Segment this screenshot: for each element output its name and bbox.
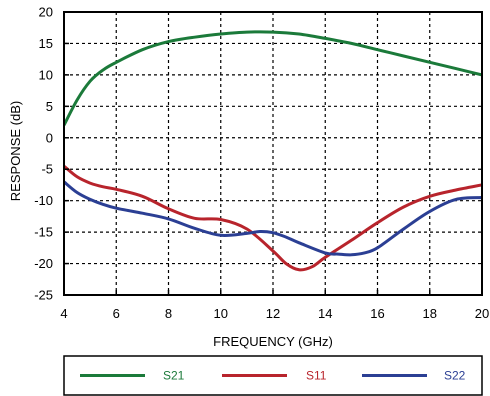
- y-tick-label: 15: [39, 36, 53, 51]
- y-tick-label: 0: [46, 130, 53, 145]
- x-tick-label: 12: [266, 306, 280, 321]
- x-tick-label: 18: [423, 306, 437, 321]
- y-axis-title: RESPONSE (dB): [8, 101, 23, 201]
- x-tick-label: 4: [60, 306, 67, 321]
- legend-label-s21: S21: [163, 369, 185, 383]
- plot-area: 4 6 8 10 12 14 16 18 20 20 15 10 5 0 -5 -10 -15 -20 -25: [34, 5, 489, 322]
- x-tick-label: 8: [165, 306, 172, 321]
- series-line-s11: [64, 164, 482, 272]
- y-tick-label: -10: [34, 193, 53, 208]
- legend: S21 S11 S22: [63, 355, 483, 396]
- y-tick-label: -15: [34, 225, 53, 240]
- x-tick-label: 20: [475, 306, 489, 321]
- legend-label-s22: S22: [444, 369, 466, 383]
- x-tick-label: 10: [214, 306, 228, 321]
- y-tick-label: -20: [34, 256, 53, 271]
- y-tick-label: 10: [39, 67, 53, 82]
- y-tick-label: -5: [41, 162, 53, 177]
- x-tick-label: 14: [318, 306, 332, 321]
- x-tick-label: 6: [113, 306, 120, 321]
- y-tick-label: 5: [46, 99, 53, 114]
- series-line-s22: [64, 180, 482, 257]
- y-tick-label: 20: [39, 5, 53, 20]
- legend-label-s11: S11: [306, 369, 327, 383]
- y-tick-label: -25: [34, 288, 53, 303]
- x-tick-label: 16: [370, 306, 384, 321]
- x-axis-title: FREQUENCY (GHz): [213, 334, 333, 349]
- series-line-s21: [64, 30, 482, 126]
